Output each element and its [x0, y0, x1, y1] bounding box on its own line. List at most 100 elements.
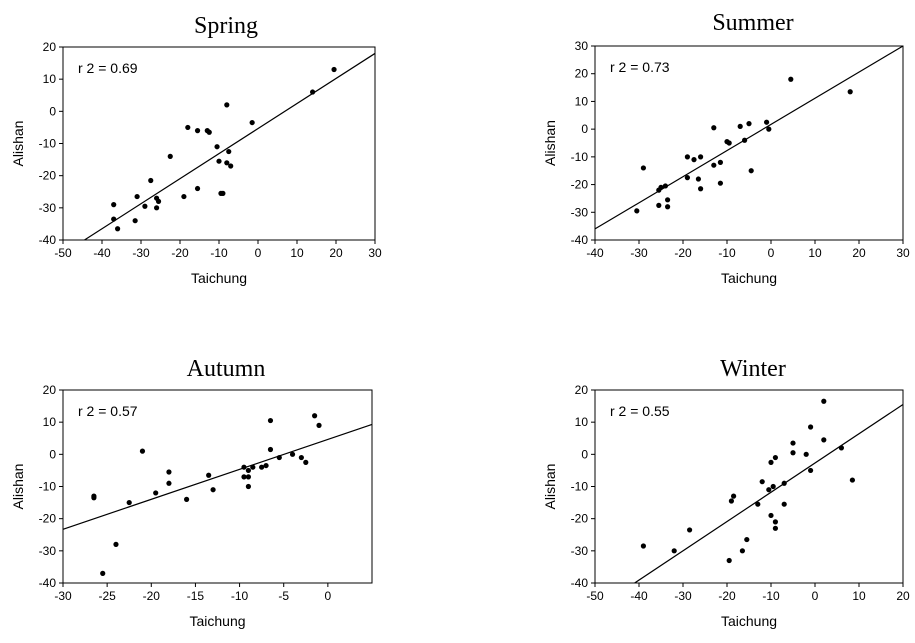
r-squared-annotation: r 2 = 0.73 — [610, 59, 670, 75]
data-point — [134, 193, 140, 200]
data-point — [691, 157, 697, 163]
data-point — [250, 464, 256, 470]
data-point — [766, 487, 772, 493]
data-point — [220, 190, 226, 196]
data-point — [167, 153, 173, 159]
y-tick-label: -40 — [571, 576, 589, 590]
chart-title: Spring — [194, 13, 258, 39]
data-point — [154, 205, 160, 211]
data-point — [768, 512, 774, 519]
data-point — [711, 162, 717, 168]
x-tick-label: -40 — [586, 246, 604, 260]
x-axis-label: Taichung — [189, 613, 245, 629]
data-point — [766, 126, 772, 132]
y-tick-label: -30 — [39, 544, 57, 558]
data-point — [808, 424, 814, 430]
data-point — [241, 474, 247, 480]
x-tick-label: -50 — [586, 589, 604, 603]
data-point — [289, 451, 296, 457]
y-tick-label: -20 — [39, 512, 57, 526]
data-point — [312, 413, 318, 419]
chart-title: Winter — [720, 356, 786, 382]
x-tick-label: 0 — [812, 589, 819, 603]
x-tick-label: 20 — [329, 246, 343, 260]
data-point — [228, 163, 234, 169]
y-tick-label: -10 — [571, 150, 589, 164]
x-tick-label: 10 — [852, 589, 866, 603]
x-tick-label: -10 — [762, 589, 780, 603]
y-tick-label: -30 — [571, 544, 589, 558]
y-tick-label: 0 — [581, 122, 588, 136]
chart-title: Autumn — [187, 356, 266, 382]
x-tick-label: 0 — [255, 246, 262, 260]
data-point — [662, 183, 669, 189]
y-tick-label: 20 — [43, 383, 57, 397]
data-point — [310, 89, 316, 95]
data-point — [245, 467, 251, 474]
data-point — [803, 451, 809, 457]
x-tick-label: -20 — [718, 589, 736, 603]
x-tick-label: -50 — [54, 246, 72, 260]
data-point — [331, 66, 337, 73]
y-axis-label: Alishan — [10, 121, 26, 167]
data-point — [263, 462, 269, 469]
data-point — [111, 202, 117, 208]
r-squared-annotation: r 2 = 0.57 — [78, 403, 138, 419]
y-tick-label: -40 — [571, 233, 589, 247]
x-tick-label: -20 — [674, 246, 692, 260]
y-tick-label: 0 — [49, 104, 56, 118]
y-tick-label: -40 — [39, 233, 57, 247]
data-point — [671, 548, 677, 554]
y-tick-label: -10 — [571, 480, 589, 494]
x-tick-label: -30 — [674, 589, 692, 603]
data-point — [640, 543, 647, 549]
data-point — [744, 536, 750, 543]
x-tick-label: 20 — [896, 589, 910, 603]
data-point — [772, 519, 779, 525]
data-point — [726, 557, 732, 564]
x-tick-label: -20 — [171, 246, 189, 260]
data-point — [181, 193, 187, 200]
y-axis-label: Alishan — [10, 464, 26, 510]
data-point — [226, 148, 232, 155]
data-point — [155, 198, 162, 204]
data-point — [808, 467, 814, 474]
x-tick-label: -30 — [54, 589, 72, 603]
data-point — [142, 203, 148, 209]
data-point — [739, 548, 746, 554]
data-point — [139, 448, 146, 454]
y-tick-label: -20 — [39, 169, 57, 183]
x-tick-label: -15 — [187, 589, 205, 603]
y-tick-label: -30 — [571, 205, 589, 219]
data-point — [656, 202, 662, 208]
chart-spring: Spring-50 -40 -30 -20 -10 0 10 20 30-40-30-20-10… — [10, 13, 382, 286]
y-tick-label: -40 — [39, 576, 57, 590]
data-point — [781, 480, 787, 486]
regression-line — [594, 45, 904, 230]
y-tick-label: -30 — [39, 201, 57, 215]
data-point — [132, 218, 138, 224]
data-point — [316, 422, 322, 428]
x-axis-label: Taichung — [721, 270, 777, 286]
data-point — [100, 570, 106, 576]
y-tick-label: 0 — [581, 447, 588, 461]
x-tick-label: -30 — [630, 246, 648, 260]
y-tick-label: 10 — [43, 72, 57, 86]
data-point — [249, 119, 255, 126]
regression-line — [84, 52, 376, 241]
data-point — [770, 483, 776, 490]
data-point — [216, 158, 222, 164]
data-point — [717, 159, 724, 165]
x-tick-label: 20 — [852, 246, 866, 260]
y-tick-label: 30 — [575, 39, 589, 53]
data-point — [276, 454, 282, 461]
data-point — [194, 185, 201, 192]
data-point — [695, 176, 702, 182]
data-point — [241, 464, 247, 470]
y-tick-label: 10 — [43, 415, 57, 429]
y-axis-label: Alishan — [542, 464, 558, 510]
data-point — [790, 450, 796, 456]
data-point — [111, 216, 117, 222]
data-point — [665, 197, 671, 203]
